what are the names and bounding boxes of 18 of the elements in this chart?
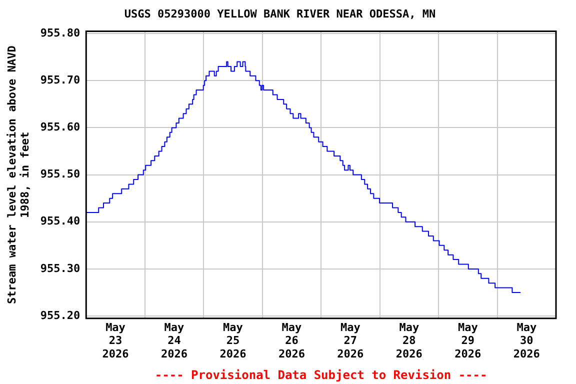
y-tick-label: 955.50 (40, 168, 80, 181)
y-tick-label: 955.40 (40, 214, 80, 228)
text: ---- Provisional Data Subject to Revision ---- (154, 368, 488, 382)
y-tick-label: 955.20 (40, 308, 80, 322)
x-tick-label: May 29 2026 (454, 320, 482, 360)
x-tick-label: May 27 2026 (337, 320, 364, 360)
y-axis-title: Stream water level elevation above NAVD 1988, in feet (5, 45, 32, 304)
x-tick-label: May 28 2026 (396, 320, 423, 360)
x-tick-label: May 23 2026 (102, 320, 130, 360)
x-tick-label: May 26 2026 (278, 320, 306, 360)
y-tick-label: 955.70 (40, 73, 80, 86)
y-tick-label: 955.30 (40, 262, 80, 275)
x-tick-label: May 25 2026 (220, 320, 247, 360)
chart-title: USGS 05293000 YELLOW BANK RIVER NEAR ODESSA, MN (124, 7, 436, 20)
x-tick-label: May 30 2026 (513, 320, 540, 360)
y-tick-label: 955.80 (40, 26, 80, 40)
y-tick-label: 955.60 (40, 120, 80, 134)
x-tick-label: May 24 2026 (160, 320, 188, 360)
